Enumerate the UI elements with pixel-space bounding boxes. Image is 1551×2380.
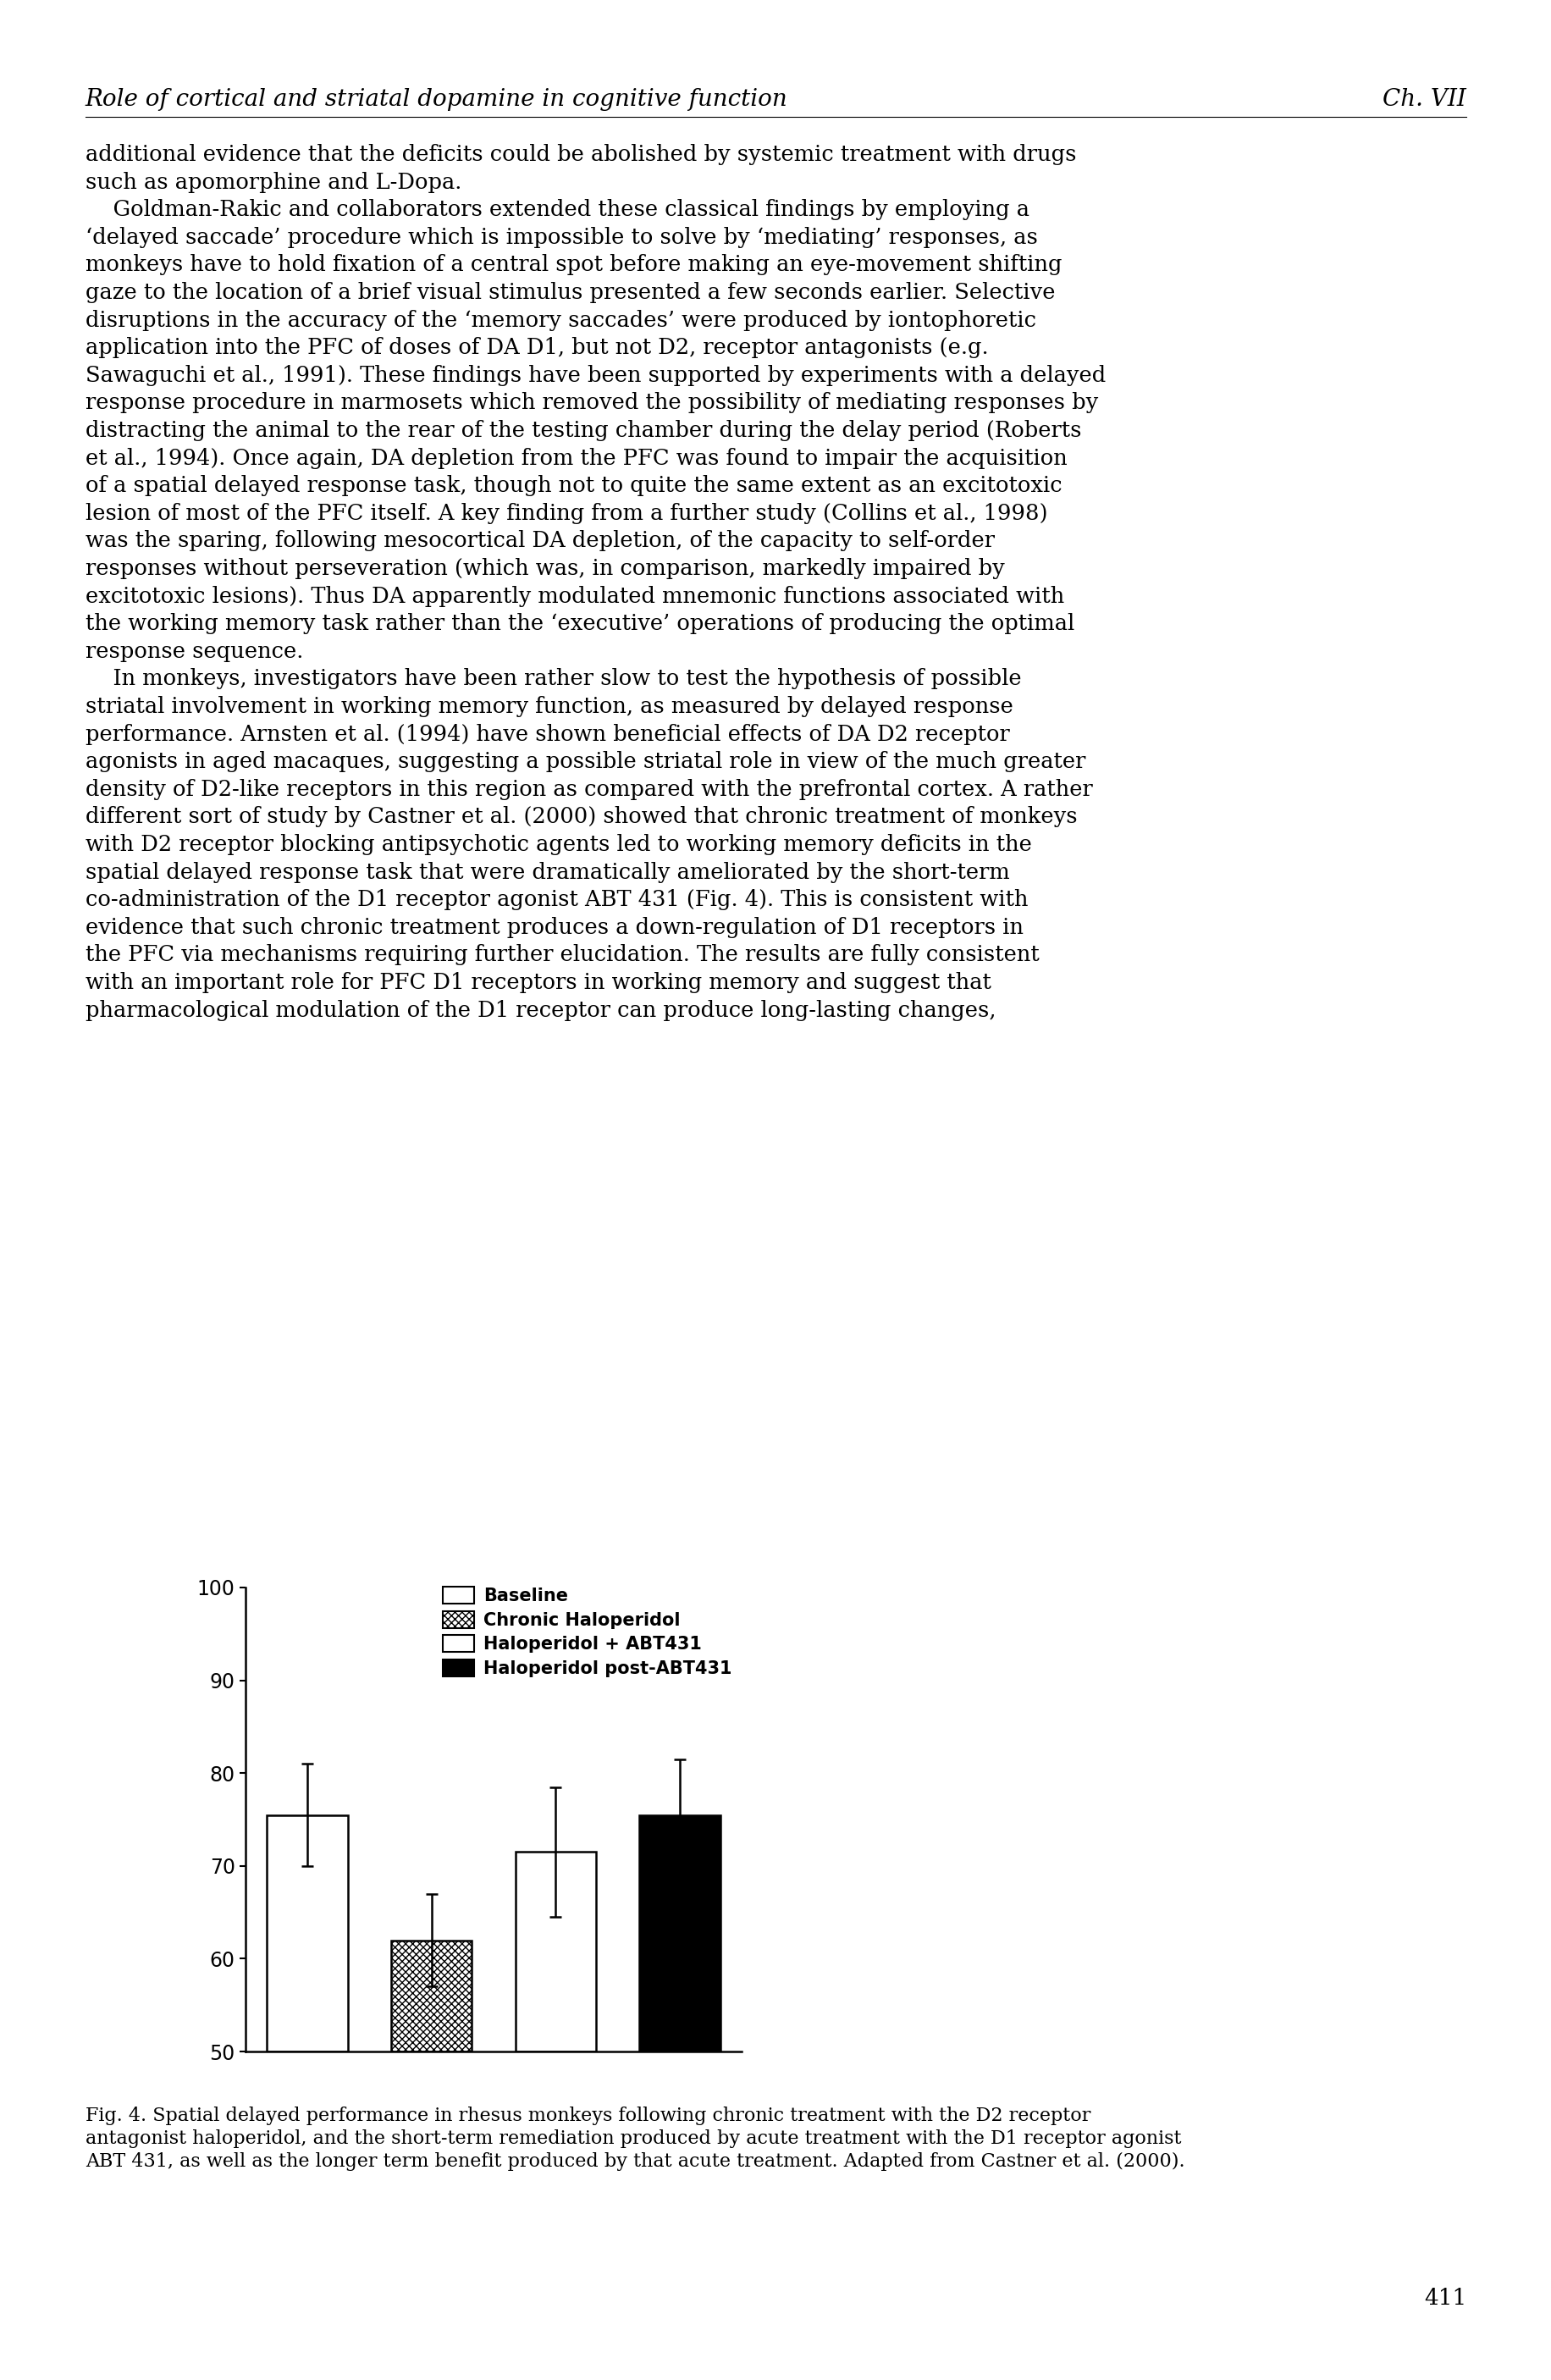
Bar — [267, 1816, 347, 2052]
Bar — [639, 1816, 720, 2052]
Text: Fig. 4. Spatial delayed performance in rhesus monkeys following chronic treatmen: Fig. 4. Spatial delayed performance in r… — [85, 2106, 1183, 2171]
Text: 411: 411 — [1424, 2287, 1466, 2309]
Bar — [515, 1852, 596, 2052]
Bar — [391, 1940, 472, 2052]
Text: Ch. VII: Ch. VII — [1382, 88, 1466, 112]
Legend: Baseline, Chronic Haloperidol, Haloperidol + ABT431, Haloperidol post-ABT431: Baseline, Chronic Haloperidol, Haloperid… — [442, 1587, 732, 1678]
Text: additional evidence that the deficits could be abolished by systemic treatment w: additional evidence that the deficits co… — [85, 145, 1106, 1021]
Text: Role of cortical and striatal dopamine in cognitive function: Role of cortical and striatal dopamine i… — [85, 88, 788, 112]
